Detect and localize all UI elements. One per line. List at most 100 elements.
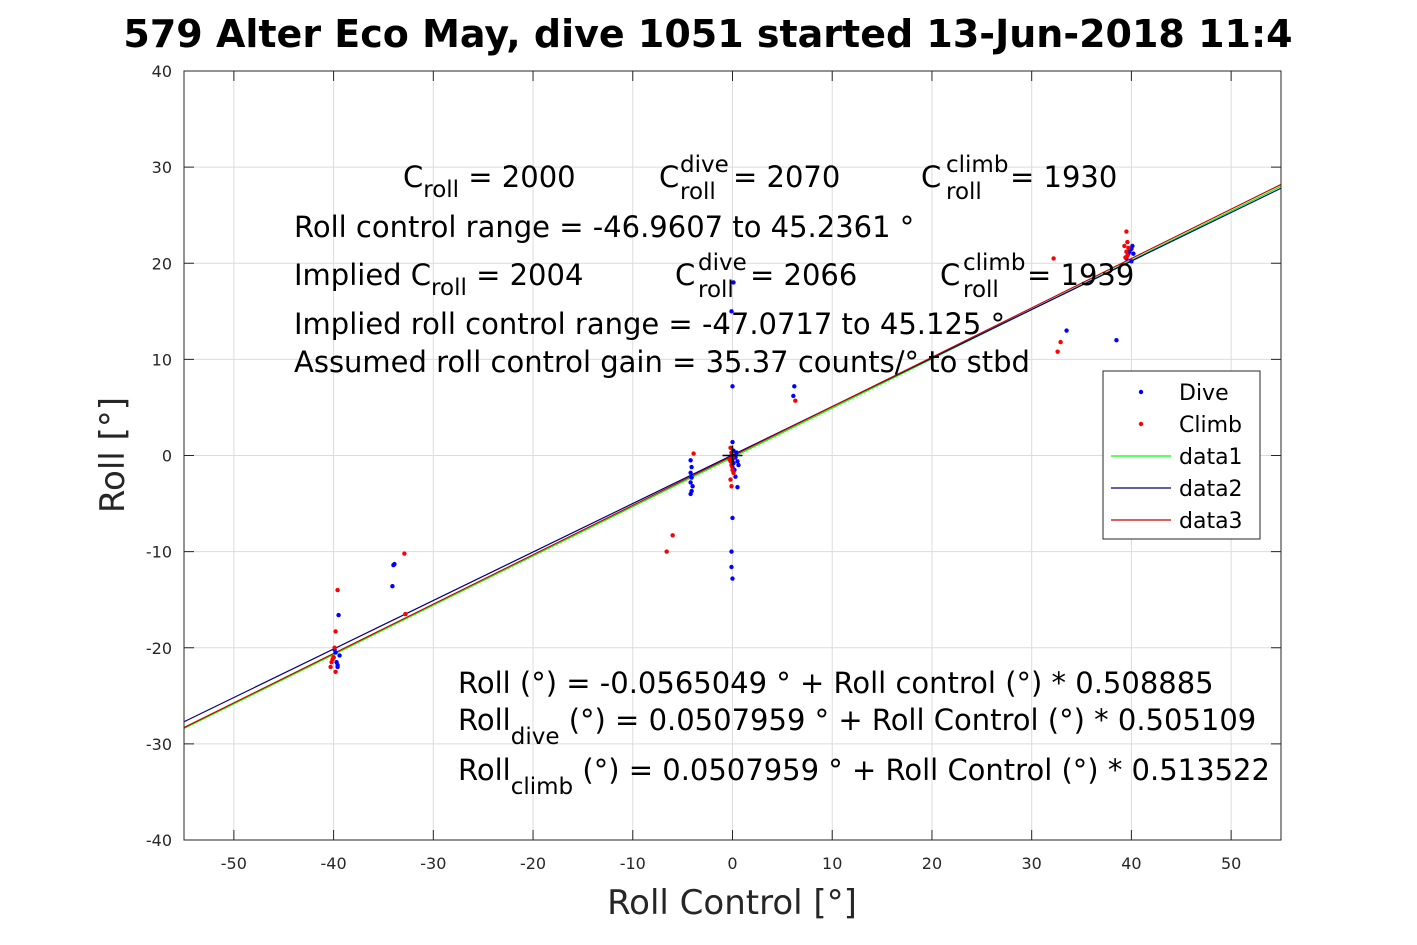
c-roll-climb-value: = 1930 xyxy=(1010,160,1117,194)
legend: Dive Climb data1 data2 data3 xyxy=(1102,370,1261,540)
implied-c-dive-sup: dive xyxy=(698,250,747,276)
data-point-climb xyxy=(1122,243,1127,249)
data-point-dive xyxy=(392,561,397,567)
c-roll-dive-sub: roll xyxy=(680,179,716,205)
y-tick-label: 30 xyxy=(152,158,172,177)
data-point-climb xyxy=(1058,339,1063,345)
data-point-dive xyxy=(734,450,739,455)
data-point-climb xyxy=(402,551,407,556)
implied-c-climb-value: = 1939 xyxy=(1027,258,1134,292)
data-point-climb xyxy=(729,484,734,489)
x-tick-label: -50 xyxy=(221,854,247,873)
y-tick-label: 10 xyxy=(152,350,172,369)
data-point-climb xyxy=(1051,256,1056,261)
data-point-climb xyxy=(335,587,340,593)
legend-label: Dive xyxy=(1179,381,1229,406)
data-point-dive xyxy=(688,470,693,476)
c-roll-dive-annotation: C xyxy=(659,160,679,194)
implied-c-dive-sub: roll xyxy=(698,277,734,303)
y-tick-label: 0 xyxy=(162,447,172,466)
data-point-dive xyxy=(730,576,735,581)
data-point-dive xyxy=(335,662,340,668)
data-point-climb xyxy=(728,445,733,451)
c-roll-dive-sup: dive xyxy=(680,152,729,178)
x-tick-label: 0 xyxy=(727,854,737,873)
c-roll-climb-sup: climb xyxy=(946,152,1008,178)
data-point-dive xyxy=(730,439,735,445)
legend-label: data3 xyxy=(1179,509,1243,534)
data-point-dive xyxy=(1131,251,1136,256)
data-point-dive xyxy=(1064,328,1069,333)
legend-label: data2 xyxy=(1179,477,1243,502)
data-point-dive xyxy=(1114,337,1119,343)
legend-label: data1 xyxy=(1179,445,1243,470)
data-point-dive xyxy=(1129,259,1134,264)
data-point-climb xyxy=(670,533,675,538)
data-point-dive xyxy=(1130,243,1135,249)
data-point-climb xyxy=(333,669,338,674)
axis-ticks: -50 -40 -30 -20 -10 0 10 20 30 40 50 -40 -30 -20 -10 0 1… xyxy=(146,62,1281,873)
implied-c-dive: C xyxy=(675,258,695,292)
x-axis-label: Roll Control [°] xyxy=(607,883,857,923)
implied-c-dive-value: = 2066 xyxy=(750,258,857,292)
data-point-dive xyxy=(688,491,693,497)
series-layer xyxy=(183,183,1282,730)
legend-label: Climb xyxy=(1179,413,1242,438)
data-point-dive xyxy=(730,515,735,521)
data-point-dive xyxy=(390,584,395,589)
data-point-dive xyxy=(731,280,736,285)
data-point-dive xyxy=(729,309,734,314)
roll-control-range: Roll control range = -46.9607 to 45.2361… xyxy=(294,210,914,244)
legend-marker-climb xyxy=(1138,421,1144,427)
data-point-dive xyxy=(337,653,342,658)
data-point-dive xyxy=(729,564,734,570)
data-point-dive xyxy=(729,549,734,554)
data-point-climb xyxy=(727,457,732,462)
y-tick-label: -30 xyxy=(146,735,172,754)
data-point-climb xyxy=(1055,349,1060,354)
data-point-dive xyxy=(730,384,735,389)
data-point-dive xyxy=(690,484,695,489)
data-point-dive xyxy=(336,612,341,618)
assumed-roll-control-gain: Assumed roll control gain = 35.37 counts… xyxy=(294,345,1030,379)
data-point-climb xyxy=(332,645,337,650)
data-point-climb xyxy=(1125,239,1130,245)
data-point-climb xyxy=(331,655,336,660)
data-point-climb xyxy=(1124,229,1129,234)
y-tick-label: -20 xyxy=(146,639,172,658)
x-tick-label: -20 xyxy=(520,854,546,873)
x-tick-label: -40 xyxy=(321,854,347,873)
data-point-dive xyxy=(792,384,797,389)
c-roll-climb-annotation: C xyxy=(921,160,941,194)
implied-c-climb-sub: roll xyxy=(963,277,999,303)
x-tick-label: 10 xyxy=(822,854,842,873)
data-point-dive xyxy=(733,474,738,479)
x-tick-label: -30 xyxy=(420,854,446,873)
data-point-climb xyxy=(328,664,333,670)
data-point-climb xyxy=(728,477,733,482)
y-tick-label: 20 xyxy=(152,254,172,273)
y-tick-label: 40 xyxy=(152,62,172,81)
x-tick-label: -10 xyxy=(620,854,646,873)
c-roll-annotation: Croll = 2000 xyxy=(403,160,576,203)
legend-marker-dive xyxy=(1138,389,1144,395)
data-point-climb xyxy=(333,629,338,634)
data-point-climb xyxy=(1126,245,1131,251)
data-point-dive xyxy=(791,393,796,399)
y-axis-label: Roll [°] xyxy=(93,397,133,513)
data-point-dive xyxy=(688,458,693,463)
data-point-climb xyxy=(793,398,798,403)
c-roll-dive-value: = 2070 xyxy=(733,160,840,194)
data-point-dive xyxy=(736,462,741,468)
data-point-dive xyxy=(735,459,740,464)
fit-equation-dive: Rolldive (°) = 0.0507959 ° + Roll Contro… xyxy=(458,703,1256,750)
implied-c-climb: C xyxy=(940,258,960,292)
chart-title: 579 Alter Eco May, dive 1051 started 13-… xyxy=(123,12,1292,56)
x-tick-label: 20 xyxy=(922,854,942,873)
implied-c-roll: Implied Croll = 2004 xyxy=(294,258,583,301)
data-point-climb xyxy=(1123,255,1128,260)
data-point-climb xyxy=(403,611,408,617)
data-point-dive xyxy=(735,485,740,490)
data-point-dive xyxy=(688,480,693,485)
